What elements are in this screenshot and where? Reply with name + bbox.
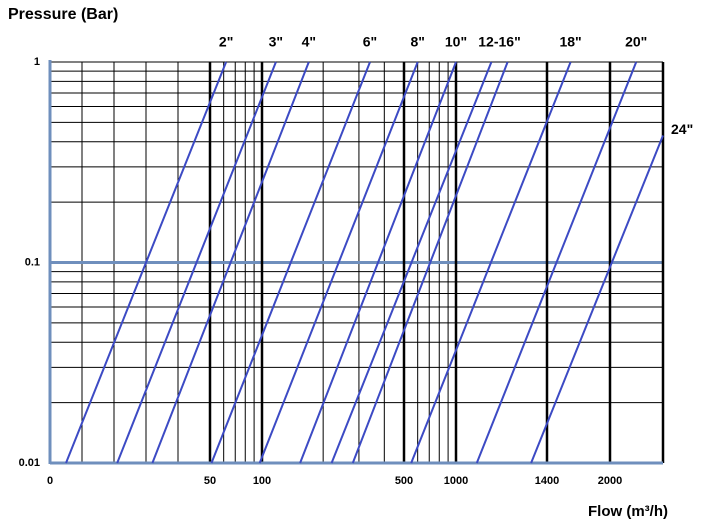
chart-title: Pressure (Bar): [8, 6, 118, 23]
series-label: 8": [410, 34, 424, 50]
y-tick-label: 0.01: [19, 457, 40, 469]
x-tick-label: 0: [47, 475, 53, 487]
pipe-line: [151, 61, 310, 464]
pipe-line: [299, 61, 457, 464]
series-label: 4": [302, 34, 316, 50]
pipe-line: [530, 135, 664, 464]
x-tick-label: 500: [395, 475, 413, 487]
x-tick-label: 2000: [598, 475, 622, 487]
series-label: 2": [219, 34, 233, 50]
pipe-line: [65, 61, 228, 464]
series-label: 10": [445, 34, 467, 50]
pipe-line: [210, 61, 371, 464]
series-label: 3": [269, 34, 283, 50]
series-label: 12-16": [478, 34, 520, 50]
pipe-line: [351, 61, 509, 464]
pipe-line: [410, 61, 572, 464]
x-tick-label: 50: [204, 475, 216, 487]
pipe-line: [116, 61, 277, 464]
x-tick-label: 1400: [535, 475, 559, 487]
pipe-line: [330, 61, 493, 464]
series-label: 18": [559, 34, 581, 50]
pipe-line: [258, 61, 419, 464]
x-tick-label: 100: [253, 475, 271, 487]
x-tick-label: 1000: [444, 475, 468, 487]
x-axis-label: Flow (m³/h): [588, 503, 668, 520]
series-label: 6": [363, 34, 377, 50]
series-label: 24": [671, 121, 693, 137]
pipe-line: [475, 61, 638, 464]
y-tick-label: 1: [34, 56, 40, 68]
y-tick-label: 0.1: [25, 256, 40, 268]
series-label: 20": [625, 34, 647, 50]
